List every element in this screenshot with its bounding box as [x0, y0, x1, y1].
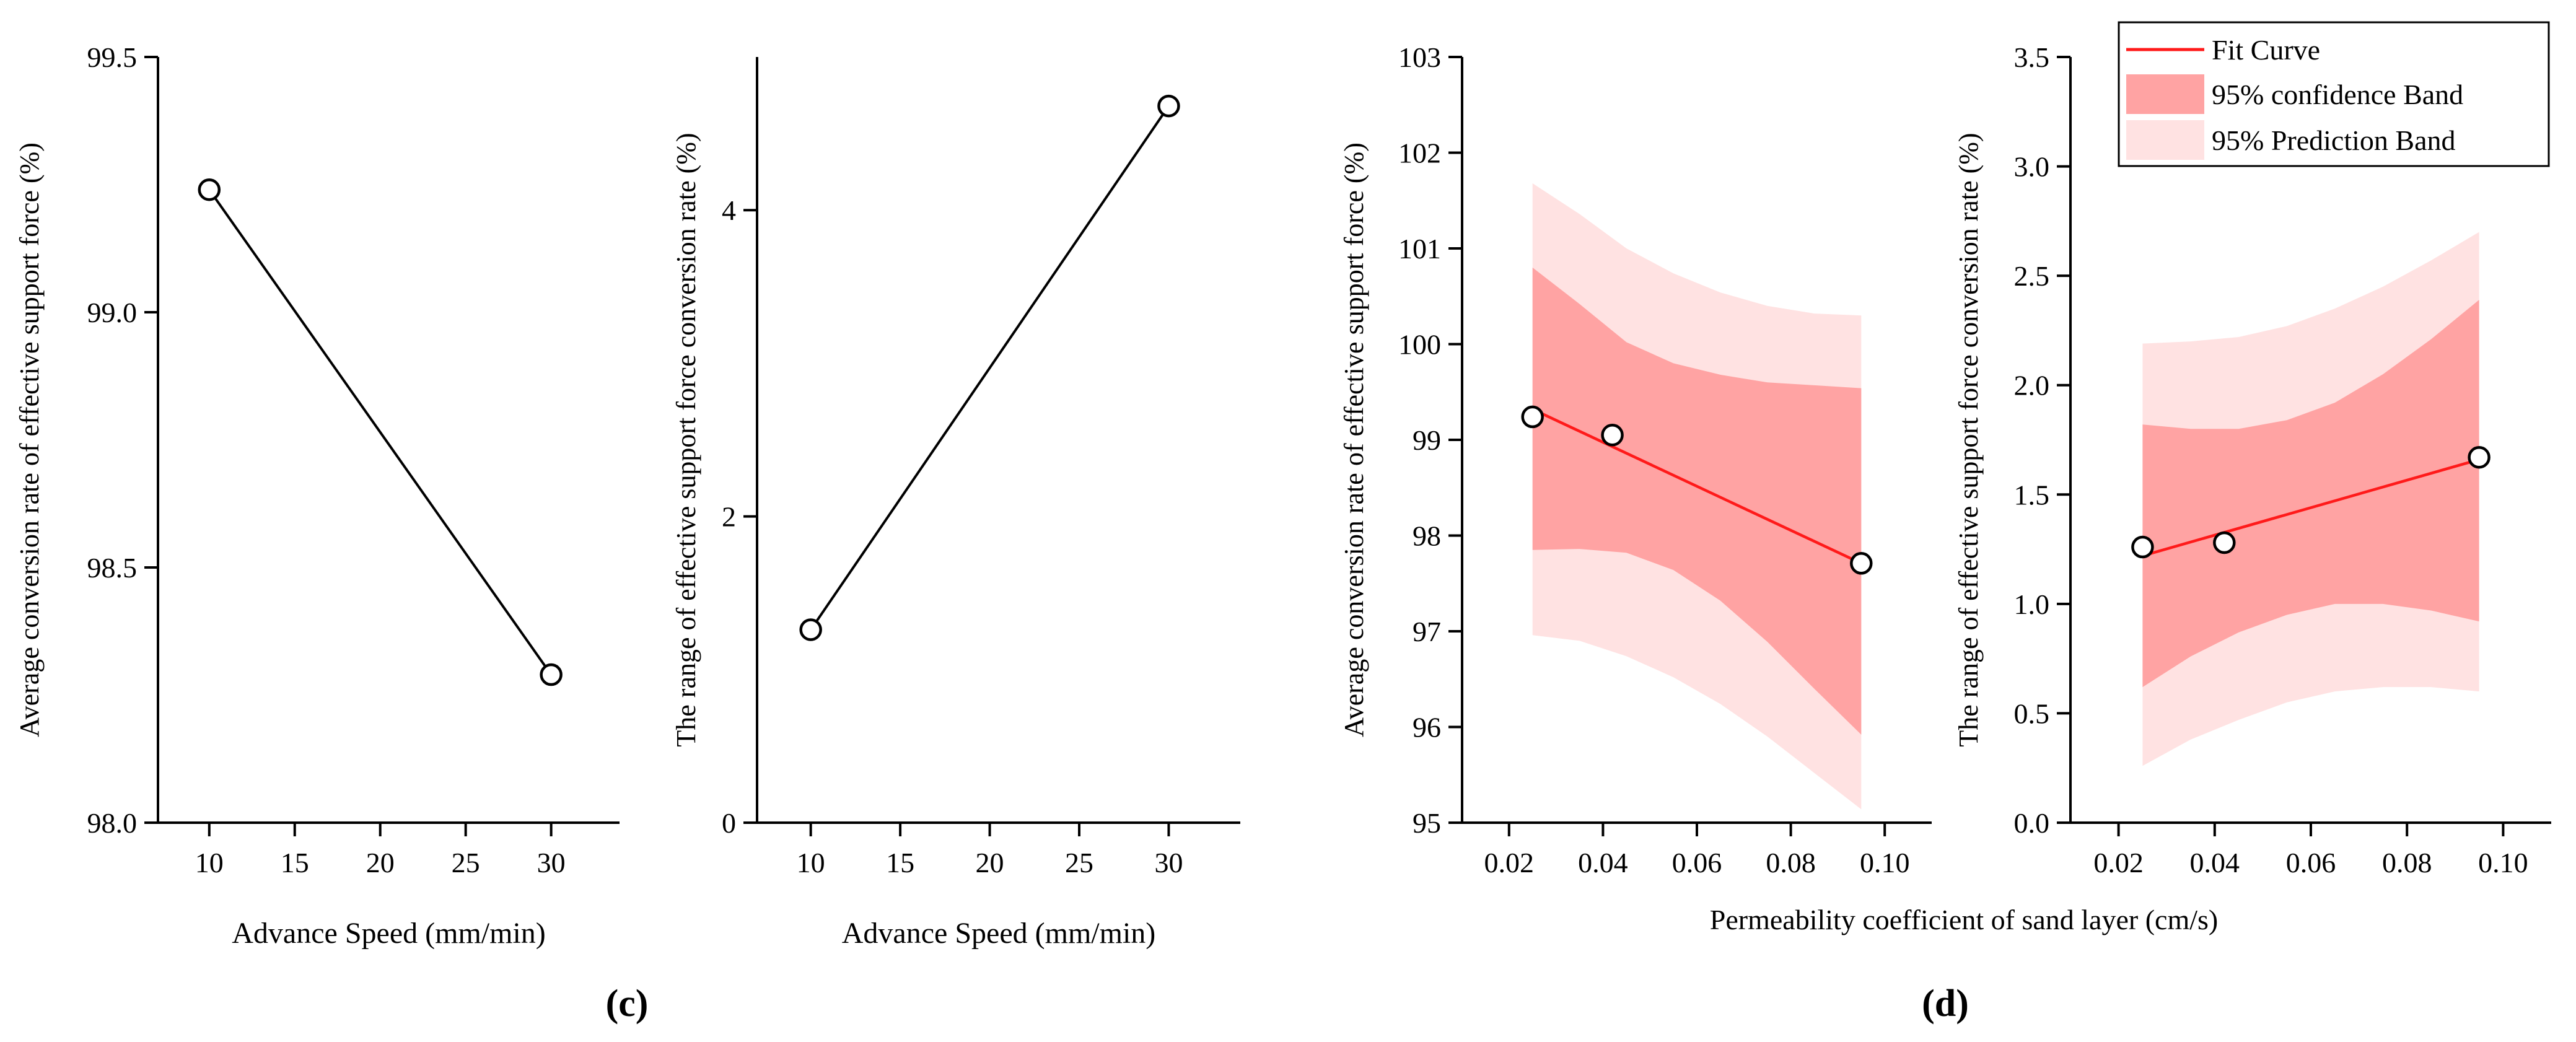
- x-tick-label: 0.06: [2286, 847, 2336, 878]
- data-point: [799, 618, 822, 641]
- y-tick-label: 100: [1398, 329, 1441, 361]
- x-tick-label: 0.04: [2190, 847, 2240, 878]
- legend-swatch-prediction: [2126, 120, 2204, 160]
- x-tick-label: 20: [976, 847, 1004, 878]
- y-axis-title: The range of effective support force con…: [671, 133, 701, 746]
- data-point: [1601, 424, 1624, 447]
- y-tick-label: 101: [1398, 233, 1441, 265]
- y-tick-label: 96: [1413, 712, 1441, 743]
- x-tick-label: 0.02: [2093, 847, 2144, 878]
- x-tick-label: 0.04: [1578, 847, 1628, 878]
- x-tick-label: 10: [195, 847, 224, 878]
- y-axis-title: Average conversion rate of effective sup…: [1339, 142, 1369, 737]
- x-tick-label: 25: [452, 847, 480, 878]
- y-tick-label: 4: [722, 195, 736, 226]
- series-line: [810, 105, 1170, 631]
- chart-c-average-conversion: 10 15 20 25 30 98.0 98.5 99.0 99.5 Advance Speed …: [14, 42, 620, 950]
- legend: Fit Curve 95% confidence Band 95% Predicti…: [2118, 21, 2550, 167]
- data-point: [2213, 531, 2236, 554]
- chart-d-range-conversion: 0.02 0.04 0.06 0.08 0.10 0.0 0.5 1.0 1.5 2.0 2.5 3.…: [1953, 42, 2551, 878]
- x-tick-label: 30: [537, 847, 566, 878]
- y-tick-label: 3.5: [2014, 42, 2050, 73]
- confidence-band: [2142, 300, 2479, 688]
- y-tick-label: 99.0: [87, 297, 138, 328]
- x-tick-label: 15: [281, 847, 309, 878]
- series-line: [208, 189, 553, 676]
- x-axis-title: Advance Speed (mm/min): [842, 917, 1156, 950]
- y-tick-label: 0: [722, 807, 736, 839]
- y-axis-title: The range of effective support force con…: [1953, 133, 1984, 746]
- y-tick-label: 2: [722, 501, 736, 533]
- y-tick-label: 3.0: [2014, 151, 2050, 183]
- data-point: [1850, 552, 1873, 575]
- y-tick-label: 0.0: [2014, 807, 2050, 839]
- data-point: [2468, 446, 2491, 469]
- x-tick-label: 30: [1154, 847, 1183, 878]
- legend-entry: Fit Curve: [2212, 34, 2320, 66]
- legend-entry: 95% Prediction Band: [2212, 125, 2456, 156]
- panel-label-c: (c): [606, 983, 649, 1025]
- y-tick-label: 98: [1413, 520, 1441, 552]
- y-tick-label: 98.0: [87, 807, 138, 839]
- y-tick-label: 95: [1413, 807, 1441, 839]
- y-tick-label: 97: [1413, 616, 1441, 647]
- data-point: [1521, 405, 1544, 429]
- fit-curve: [1531, 408, 1862, 565]
- y-tick-label: 103: [1398, 42, 1441, 73]
- y-tick-label: 2.5: [2014, 260, 2050, 292]
- chart-d-average-conversion: 0.02 0.04 0.06 0.08 0.10 95 96 97 98 99 100 101 102 1…: [1339, 42, 1932, 878]
- chart-c-range-conversion: 10 15 20 25 30 0 2 4 Advance Speed (mm/min) The r…: [671, 57, 1240, 950]
- data-point: [2131, 535, 2154, 559]
- panel-label-d: (d): [1922, 983, 1969, 1025]
- y-tick-label: 1.5: [2014, 479, 2050, 510]
- x-tick-label: 0.08: [2382, 847, 2432, 878]
- y-tick-label: 1.0: [2014, 589, 2050, 620]
- x-tick-label: 20: [366, 847, 395, 878]
- y-tick-label: 99: [1413, 424, 1441, 456]
- x-tick-label: 15: [886, 847, 914, 878]
- x-tick-label: 0.08: [1766, 847, 1816, 878]
- confidence-band: [1532, 267, 1862, 735]
- x-tick-label: 0.06: [1672, 847, 1722, 878]
- x-tick-label: 10: [797, 847, 825, 878]
- legend-entry: 95% confidence Band: [2212, 79, 2463, 110]
- x-tick-label: 0.10: [2478, 847, 2528, 878]
- y-tick-label: 99.5: [87, 42, 138, 73]
- x-tick-label: 0.02: [1484, 847, 1535, 878]
- x-tick-label: 0.10: [1860, 847, 1910, 878]
- x-axis-title: Advance Speed (mm/min): [232, 917, 546, 950]
- y-tick-label: 98.5: [87, 552, 138, 584]
- data-point: [540, 663, 563, 686]
- y-tick-label: 2.0: [2014, 370, 2050, 401]
- x-tick-label: 25: [1065, 847, 1093, 878]
- y-axis-title: Average conversion rate of effective sup…: [14, 142, 45, 737]
- shared-x-axis-label: Permeability coefficient of sand layer (…: [1710, 904, 2218, 935]
- data-point: [198, 178, 221, 201]
- y-tick-label: 102: [1398, 138, 1441, 169]
- legend-swatch-confidence: [2126, 74, 2204, 114]
- data-point: [1157, 94, 1180, 118]
- y-tick-label: 0.5: [2014, 698, 2050, 729]
- fit-curve: [2142, 458, 2480, 558]
